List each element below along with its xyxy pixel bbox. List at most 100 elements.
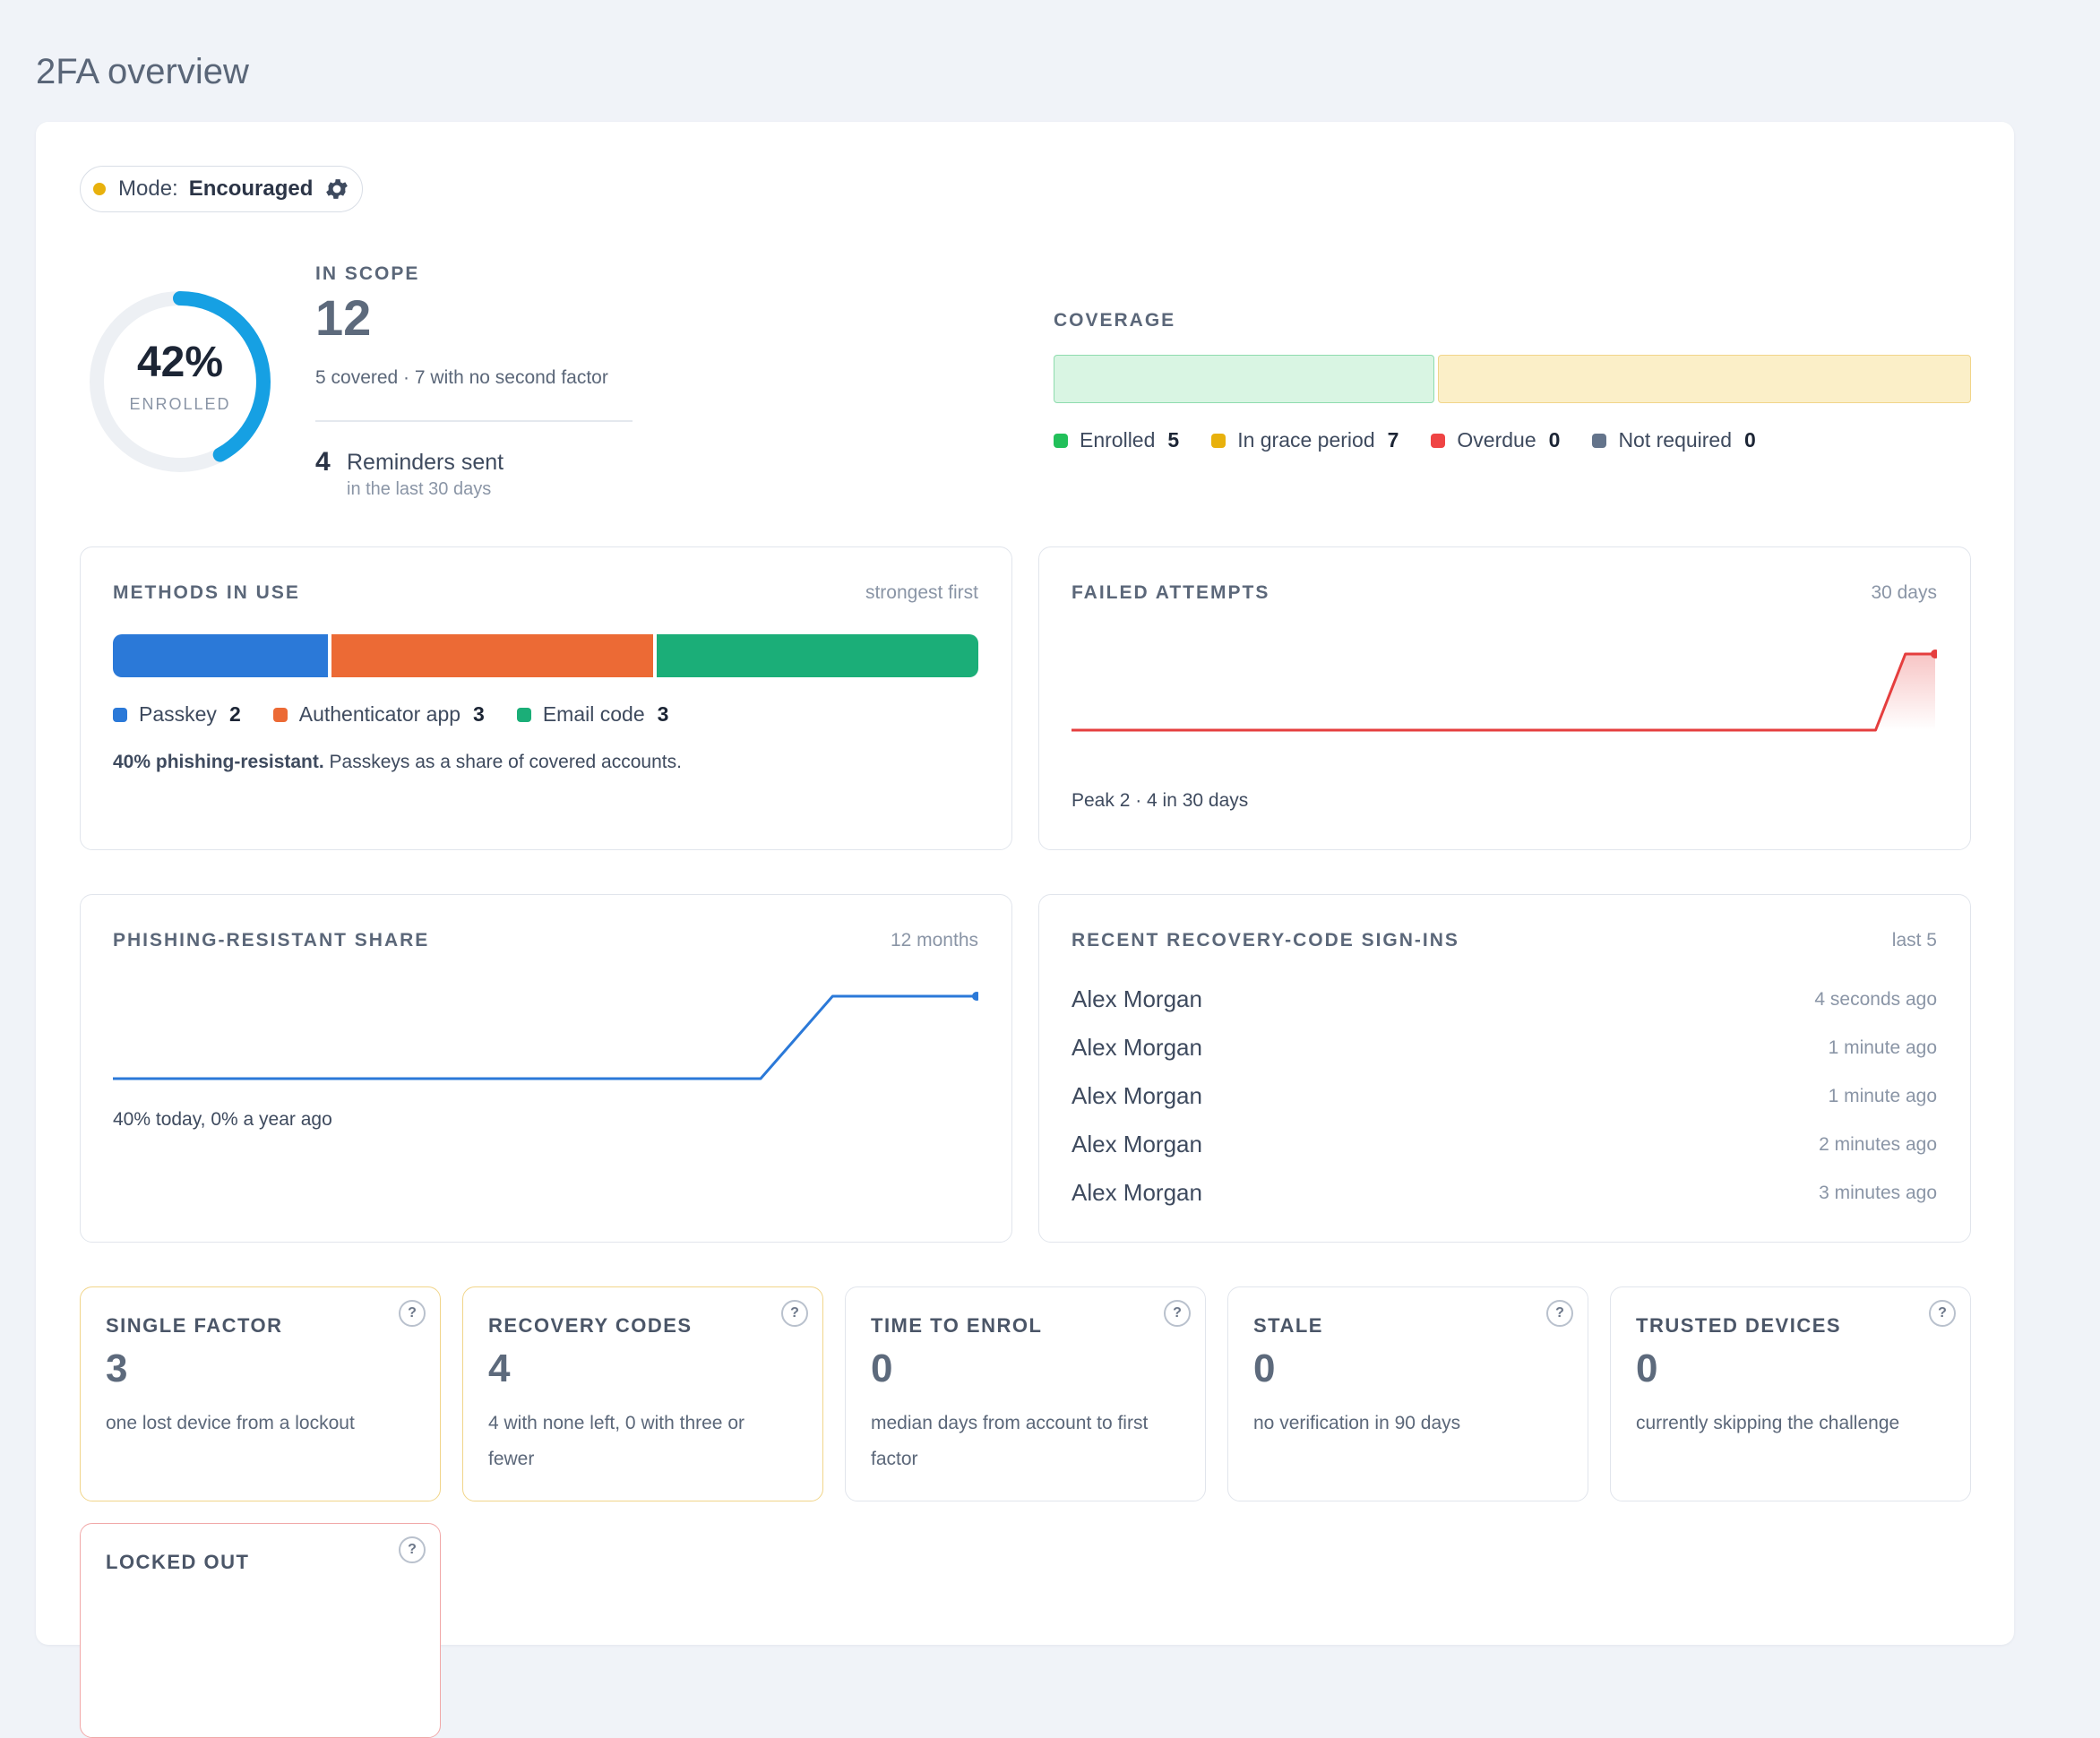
- recovery-signin-row: Alex Morgan 1 minute ago: [1072, 1034, 1937, 1066]
- stat-description: 4 with none left, 0 with three or fewer: [488, 1413, 744, 1469]
- stat-title: LOCKED OUT: [106, 1551, 250, 1573]
- chart-area-fill: [1072, 654, 1935, 730]
- method-value-email-code: 3: [657, 702, 669, 726]
- methods-bar: [113, 634, 978, 677]
- reminders-label: Reminders sent: [347, 450, 504, 475]
- divider: [315, 420, 633, 422]
- recovery-signin-user: Alex Morgan: [1072, 1131, 1202, 1157]
- stat-description: currently skipping the challenge: [1636, 1413, 1900, 1433]
- coverage-label: COVERAGE: [1054, 310, 1176, 331]
- stat-card-recovery-codes: RECOVERY CODES 4 4 with none left, 0 with …: [462, 1286, 823, 1501]
- methods-hint: strongest first: [865, 582, 978, 603]
- coverage-legend: Enrolled 5 In grace period 7 Overdue 0 Not req…: [1054, 428, 1788, 452]
- legend-label-enrolled: Enrolled: [1080, 428, 1156, 452]
- legend-swatch-overdue: [1431, 433, 1446, 448]
- mode-status-dot: [93, 183, 106, 195]
- stat-title: STALE: [1253, 1314, 1323, 1337]
- help-icon[interactable]: ?: [399, 1300, 426, 1327]
- recovery-signin-user: Alex Morgan: [1072, 985, 1202, 1012]
- stat-card-stale: STALE 0 no verification in 90 days?: [1227, 1286, 1588, 1501]
- stat-card-single-factor: SINGLE FACTOR 3 one lost device from a loc…: [80, 1286, 441, 1501]
- legend-value-not-required: 0: [1744, 428, 1756, 452]
- method-swatch-passkey: [113, 707, 127, 722]
- phishing-resistant-panel: [80, 894, 1012, 1243]
- legend-value-overdue: 0: [1548, 428, 1561, 452]
- help-icon[interactable]: ?: [399, 1536, 426, 1563]
- stat-title: TRUSTED DEVICES: [1636, 1314, 1842, 1337]
- coverage-bar: [1054, 355, 1971, 403]
- legend-label-overdue: Overdue: [1457, 428, 1536, 452]
- stat-value: 0: [1636, 1347, 1658, 1390]
- help-icon[interactable]: ?: [781, 1300, 808, 1327]
- mode-selector[interactable]: Mode: Encouraged: [80, 166, 363, 212]
- stat-description: median days from account to first factor: [871, 1413, 1149, 1469]
- method-segment-passkey: [113, 634, 328, 677]
- method-segment-email-code: [656, 634, 978, 677]
- method-swatch-authenticator-app: [272, 707, 288, 722]
- recovery-signin-row: Alex Morgan 1 minute ago: [1072, 1082, 1937, 1114]
- chart-last-point: [972, 992, 978, 1001]
- chart-series-line: [1072, 652, 1935, 732]
- stat-value: 3: [106, 1347, 128, 1390]
- in-scope-subtitle: 5 covered · 7 with no second factor: [315, 367, 608, 388]
- stat-value: 4: [488, 1347, 511, 1390]
- stat-title: SINGLE FACTOR: [106, 1314, 283, 1337]
- stat-card-trusted-devices: TRUSTED DEVICES 0 currently skipping the c…: [1610, 1286, 1971, 1501]
- failed-attempts-panel: [1038, 546, 1971, 850]
- method-segment-authenticator-app: [331, 634, 653, 677]
- phishing-resistant-footer: 40% today, 0% a year ago: [113, 1109, 332, 1130]
- stat-card-time-to-enrol: TIME TO ENROL 0 median days from account t…: [845, 1286, 1206, 1501]
- failed-attempts-title: FAILED ATTEMPTS: [1072, 582, 1270, 603]
- methods-title: METHODS IN USE: [113, 582, 300, 603]
- recovery-signins-panel: [1038, 894, 1971, 1243]
- stat-description: one lost device from a lockout: [106, 1413, 355, 1433]
- recovery-signin-row: Alex Morgan 3 minutes ago: [1072, 1179, 1937, 1211]
- recovery-signin-user: Alex Morgan: [1072, 1082, 1202, 1109]
- methods-legend: Passkey 2 Authenticator app 3 Email code 3: [113, 702, 701, 727]
- stat-card-locked-out: LOCKED OUT?: [80, 1523, 441, 1738]
- enrolled-percent: 42%: [136, 339, 224, 386]
- phishing-resistant-title: PHISHING-RESISTANT SHARE: [113, 930, 430, 951]
- method-label-authenticator-app: Authenticator app: [298, 702, 461, 726]
- methods-note-text: Passkeys as a share of covered accounts.: [323, 752, 682, 772]
- recovery-signin-user: Alex Morgan: [1072, 1179, 1202, 1206]
- methods-note: 40% phishing-resistant. Passkeys as a sh…: [113, 752, 682, 773]
- help-icon[interactable]: ?: [1164, 1300, 1191, 1327]
- recovery-signins-title: RECENT RECOVERY-CODE SIGN-INS: [1072, 930, 1459, 951]
- legend-label-not-required: Not required: [1618, 428, 1733, 452]
- coverage-segment-in-grace-period: [1438, 355, 1971, 403]
- enrolled-caption: ENROLLED: [129, 395, 231, 413]
- gear-icon[interactable]: [323, 176, 350, 202]
- enrollment-donut: 42% ENROLLED: [84, 286, 276, 478]
- method-value-passkey: 2: [228, 702, 241, 726]
- recovery-signin-time: 1 minute ago: [1828, 1037, 1937, 1058]
- reminders-subtitle: in the last 30 days: [347, 479, 492, 499]
- coverage-segment-enrolled: [1054, 355, 1435, 403]
- in-scope-count: 12: [315, 289, 372, 346]
- legend-label-in-grace-period: In grace period: [1237, 428, 1375, 452]
- recovery-signin-time: 3 minutes ago: [1819, 1183, 1937, 1203]
- reminders-count: 4: [315, 447, 331, 477]
- method-label-email-code: Email code: [542, 702, 645, 726]
- stat-title: RECOVERY CODES: [488, 1314, 693, 1337]
- stat-title: TIME TO ENROL: [871, 1314, 1043, 1337]
- recovery-signin-user: Alex Morgan: [1072, 1034, 1202, 1061]
- chart-last-point: [1931, 650, 1937, 658]
- recovery-signin-time: 2 minutes ago: [1819, 1134, 1937, 1155]
- in-scope-label: IN SCOPE: [315, 263, 420, 284]
- method-value-authenticator-app: 3: [473, 702, 485, 726]
- help-icon[interactable]: ?: [1546, 1300, 1573, 1327]
- failed-attempts-hint: 30 days: [1871, 582, 1937, 603]
- failed-attempts-chart: [1072, 650, 1937, 732]
- phishing-resistant-hint: 12 months: [890, 930, 978, 951]
- methods-note-bold: 40% phishing-resistant.: [113, 752, 324, 772]
- stat-description: no verification in 90 days: [1253, 1413, 1461, 1433]
- help-icon[interactable]: ?: [1929, 1300, 1956, 1327]
- recovery-signins-hint: last 5: [1891, 930, 1937, 951]
- donut-progress-arc: [90, 291, 271, 472]
- methods-panel: [80, 546, 1012, 850]
- phishing-resistant-chart: [113, 992, 978, 1080]
- recovery-signin-row: Alex Morgan 4 seconds ago: [1072, 985, 1937, 1018]
- mode-value: Encouraged: [188, 176, 314, 201]
- chart-series-line: [113, 994, 977, 1080]
